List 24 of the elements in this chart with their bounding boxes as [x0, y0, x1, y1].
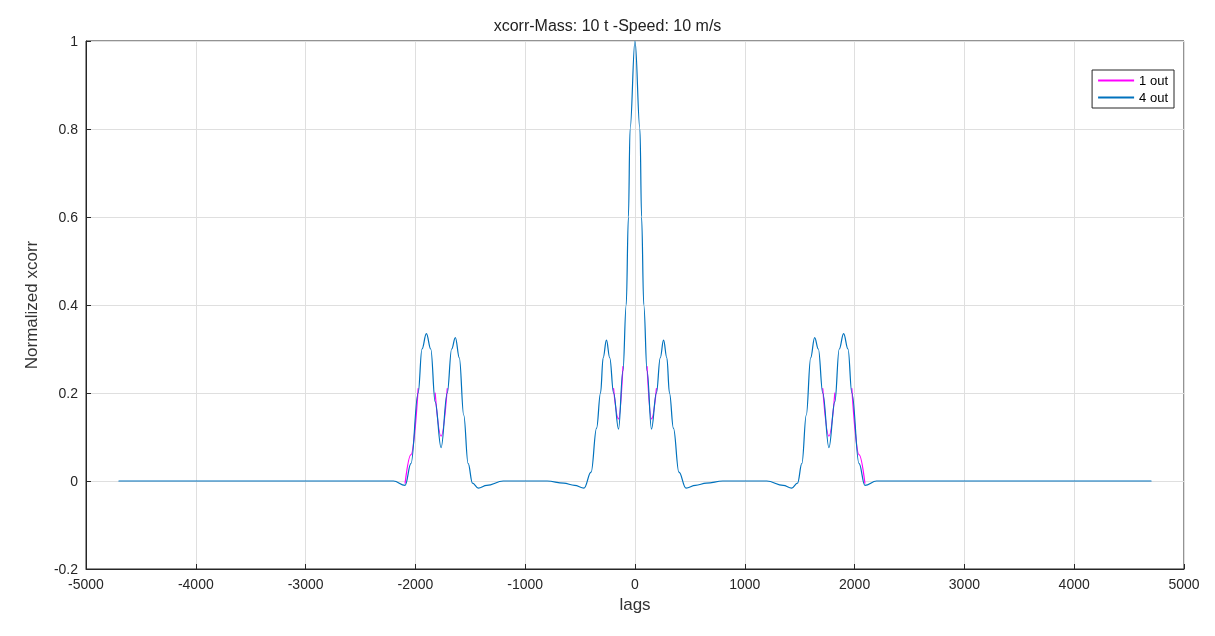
x-tick-label: -5000	[68, 576, 105, 592]
legend-label: 4 out	[1139, 90, 1169, 105]
legend-label: 1 out	[1139, 73, 1169, 88]
x-tick-label: -3000	[287, 576, 324, 592]
y-tick-label: 0.2	[58, 385, 79, 401]
y-tick-label: 1	[70, 33, 79, 49]
x-axis-title: lags	[619, 594, 651, 614]
x-tick-label: -4000	[177, 576, 214, 592]
line-series	[118, 40, 1152, 489]
y-tick-label: 0.8	[58, 121, 79, 137]
x-tick-label: -1000	[507, 576, 544, 592]
x-tick-label: -2000	[397, 576, 434, 592]
x-tick-label: 1000	[729, 576, 761, 592]
y-axis-title: Normalized xcorr	[22, 240, 41, 370]
x-tick-label: 4000	[1058, 576, 1090, 592]
y-tick-label: 0	[70, 473, 79, 489]
chart-title: xcorr-Mass: 10 t -Speed: 10 m/s	[493, 16, 722, 34]
y-tick-label: 0.4	[58, 297, 79, 313]
x-tick-label: 3000	[948, 576, 981, 592]
x-tick-label: 2000	[839, 576, 871, 592]
x-tick-label: 0	[631, 576, 640, 592]
y-tick-label: -0.2	[53, 561, 79, 577]
x-tick-label: 5000	[1168, 576, 1200, 592]
y-tick-label: 0.6	[58, 209, 79, 225]
